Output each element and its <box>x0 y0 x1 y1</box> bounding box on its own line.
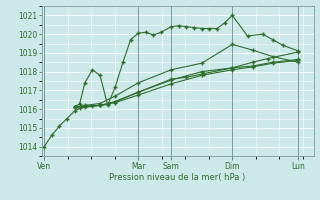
X-axis label: Pression niveau de la mer( hPa ): Pression niveau de la mer( hPa ) <box>109 173 246 182</box>
